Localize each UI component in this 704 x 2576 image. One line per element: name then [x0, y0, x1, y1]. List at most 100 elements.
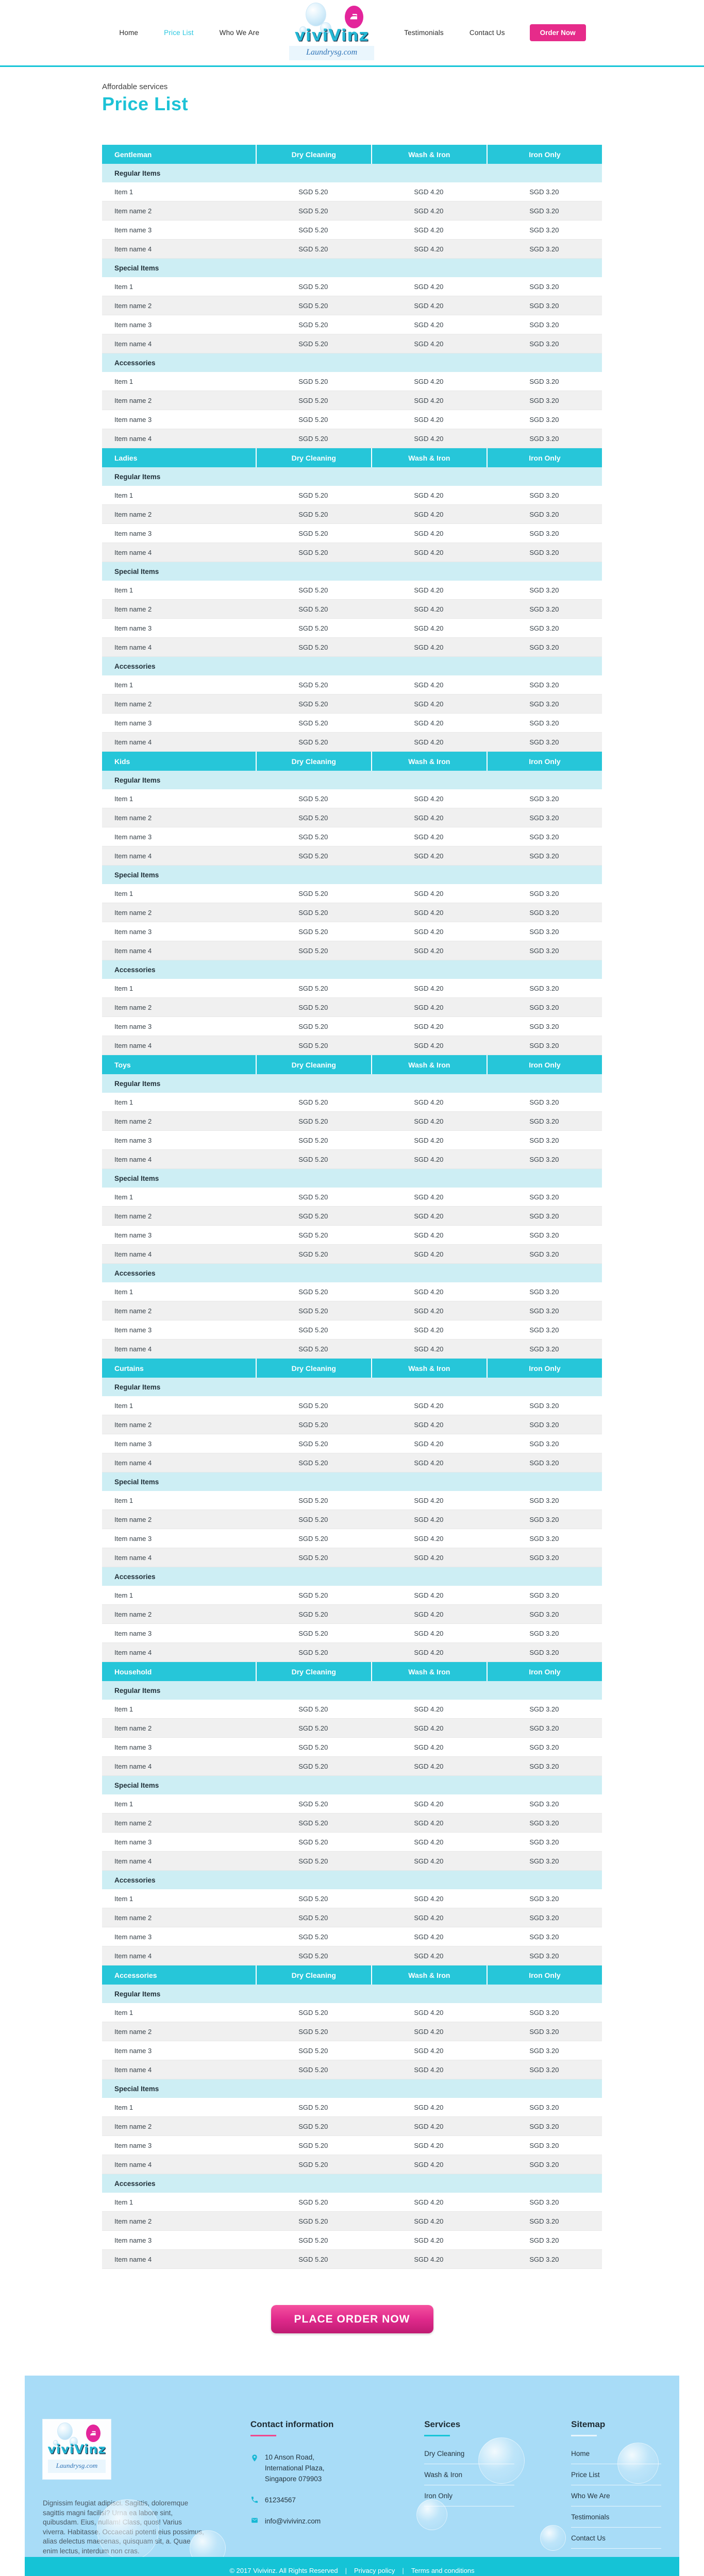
table-row: Item name 3 SGD 5.20 SGD 4.20 SGD 3.20 [102, 2041, 602, 2060]
service-link-dry-cleaning[interactable]: Dry Cleaning [424, 2450, 515, 2464]
contact-phone[interactable]: 61234567 [250, 2495, 385, 2505]
table-row: Item 1 SGD 5.20 SGD 4.20 SGD 3.20 [102, 1396, 602, 1415]
section-header-label: Special Items [114, 567, 159, 575]
table-row: Item name 3 SGD 5.20 SGD 4.20 SGD 3.20 [102, 410, 602, 429]
price-cell: SGD 3.20 [529, 643, 559, 651]
category-header-row-kids: Kids Dry Cleaning Wash & Iron Iron Only [102, 752, 602, 771]
table-row: Item name 2 SGD 5.20 SGD 4.20 SGD 3.20 [102, 1908, 602, 1927]
section-header-row: Accessories [102, 353, 602, 372]
sitemap-link-who-we-are[interactable]: Who We Are [571, 2485, 661, 2506]
item-name-cell: Item name 4 [114, 434, 152, 443]
nav-item-who-we-are[interactable]: Who We Are [219, 29, 260, 37]
price-cell: SGD 5.20 [298, 1287, 328, 1296]
item-name-cell: Item 1 [114, 586, 133, 594]
table-row: Item name 2 SGD 5.20 SGD 4.20 SGD 3.20 [102, 808, 602, 827]
table-row: Item 1 SGD 5.20 SGD 4.20 SGD 3.20 [102, 1586, 602, 1605]
column-header-iron-only: Iron Only [486, 448, 602, 467]
price-cell: SGD 5.20 [298, 2027, 328, 2036]
sitemap-link-contact-us[interactable]: Contact Us [571, 2528, 661, 2549]
section-header-label: Special Items [114, 1478, 159, 1486]
item-name-cell: Item name 2 [114, 1420, 152, 1429]
nav-item-testimonials[interactable]: Testimonials [404, 29, 444, 37]
category-header-label: Gentleman [114, 150, 152, 159]
service-link-wash-iron[interactable]: Wash & Iron [424, 2464, 515, 2485]
section-header-label: Regular Items [114, 1079, 161, 1088]
contact-heading: Contact information [250, 2419, 334, 2429]
place-order-button[interactable]: PLACE ORDER NOW [271, 2305, 433, 2333]
envelope-icon [252, 2518, 258, 2523]
footer-contact-column: Contact information 10 Anson Road, Intern… [250, 2419, 385, 2557]
price-cell: SGD 5.20 [298, 1610, 328, 1618]
price-cell: SGD 4.20 [414, 605, 444, 613]
table-row: Item name 2 SGD 5.20 SGD 4.20 SGD 3.20 [102, 2212, 602, 2231]
table-row: Item name 3 SGD 5.20 SGD 4.20 SGD 3.20 [102, 714, 602, 733]
sitemap-link-price-list[interactable]: Price List [571, 2464, 661, 2485]
nav-item-home[interactable]: Home [119, 29, 139, 37]
section-header-row: Accessories [102, 657, 602, 675]
price-cell: SGD 3.20 [529, 434, 559, 443]
price-cell: SGD 3.20 [529, 207, 559, 215]
price-cell: SGD 3.20 [529, 605, 559, 613]
price-cell: SGD 5.20 [298, 377, 328, 385]
item-name-cell: Item name 2 [114, 2217, 152, 2225]
price-cell: SGD 4.20 [414, 738, 444, 746]
item-name-cell: Item 1 [114, 1287, 133, 1296]
item-name-cell: Item name 2 [114, 605, 152, 613]
order-now-nav-button[interactable]: Order Now [529, 24, 586, 41]
price-cell: SGD 5.20 [298, 794, 328, 803]
section-header-row: Special Items [102, 1472, 602, 1491]
contact-email[interactable]: info@vivivinz.com [250, 2516, 385, 2527]
sitemap-link-home[interactable]: Home [571, 2450, 661, 2464]
table-row: Item name 4 SGD 5.20 SGD 4.20 SGD 3.20 [102, 1245, 602, 1264]
price-cell: SGD 4.20 [414, 1591, 444, 1599]
price-cell: SGD 5.20 [298, 1553, 328, 1562]
price-cell: SGD 4.20 [414, 2122, 444, 2130]
iron-icon [86, 2425, 100, 2442]
section-header-label: Special Items [114, 2084, 159, 2093]
price-cell: SGD 4.20 [414, 1231, 444, 1239]
table-row: Item name 4 SGD 5.20 SGD 4.20 SGD 3.20 [102, 240, 602, 259]
contact-phone-text: 61234567 [264, 2496, 296, 2504]
site-logo[interactable]: viviVinz Laundrysg.com [284, 2, 379, 64]
item-name-cell: Item name 3 [114, 1326, 152, 1334]
section-header-label: Accessories [114, 662, 156, 670]
privacy-policy-link[interactable]: Privacy policy [354, 2567, 395, 2574]
table-row: Item name 2 SGD 5.20 SGD 4.20 SGD 3.20 [102, 1719, 602, 1738]
table-row: Item name 2 SGD 5.20 SGD 4.20 SGD 3.20 [102, 903, 602, 922]
price-cell: SGD 3.20 [529, 1307, 559, 1315]
price-cell: SGD 3.20 [529, 1155, 559, 1163]
price-cell: SGD 5.20 [298, 548, 328, 556]
logo-title: viviVinz [294, 26, 369, 45]
sitemap-link-testimonials[interactable]: Testimonials [571, 2506, 661, 2528]
nav-item-contact-us[interactable]: Contact Us [469, 29, 505, 37]
price-cell: SGD 5.20 [298, 1212, 328, 1220]
item-name-cell: Item name 4 [114, 1459, 152, 1467]
price-cell: SGD 3.20 [529, 2103, 559, 2111]
table-row: Item name 4 SGD 5.20 SGD 4.20 SGD 3.20 [102, 1453, 602, 1472]
sitemap-list: Home Price List Who We Are Testimonials Cont… [571, 2450, 661, 2549]
footer-bottom-bar: © 2017 Vivivinz. All Rights Reserved | P… [25, 2557, 679, 2576]
address-line: International Plaza, [264, 2464, 325, 2472]
nav-item-price-list[interactable]: Price List [164, 29, 194, 37]
price-cell: SGD 4.20 [414, 1913, 444, 1922]
terms-link[interactable]: Terms and conditions [411, 2567, 475, 2574]
item-name-cell: Item name 4 [114, 2160, 152, 2168]
nav-right-items: Testimonials Contact Us [403, 26, 506, 40]
item-name-cell: Item name 4 [114, 1952, 152, 1960]
item-name-cell: Item name 2 [114, 1117, 152, 1125]
table-row: Item name 3 SGD 5.20 SGD 4.20 SGD 3.20 [102, 922, 602, 941]
footer-logo[interactable]: viviVinz Laundrysg.com [43, 2419, 111, 2479]
column-header-dry-cleaning: Dry Cleaning [255, 1662, 371, 1681]
section-header-label: Regular Items [114, 1990, 161, 1998]
item-name-cell: Item 1 [114, 2198, 133, 2206]
item-name-cell: Item name 4 [114, 2255, 152, 2263]
section-header-label: Special Items [114, 1781, 159, 1789]
item-name-cell: Item name 3 [114, 719, 152, 727]
table-row: Item name 4 SGD 5.20 SGD 4.20 SGD 3.20 [102, 733, 602, 752]
price-cell: SGD 4.20 [414, 2255, 444, 2263]
category-header-row-curtains: Curtains Dry Cleaning Wash & Iron Iron Only [102, 1359, 602, 1378]
price-cell: SGD 5.20 [298, 1800, 328, 1808]
section-header-label: Regular Items [114, 169, 161, 177]
table-row: Item name 2 SGD 5.20 SGD 4.20 SGD 3.20 [102, 296, 602, 315]
service-link-iron-only[interactable]: Iron Only [424, 2485, 515, 2506]
